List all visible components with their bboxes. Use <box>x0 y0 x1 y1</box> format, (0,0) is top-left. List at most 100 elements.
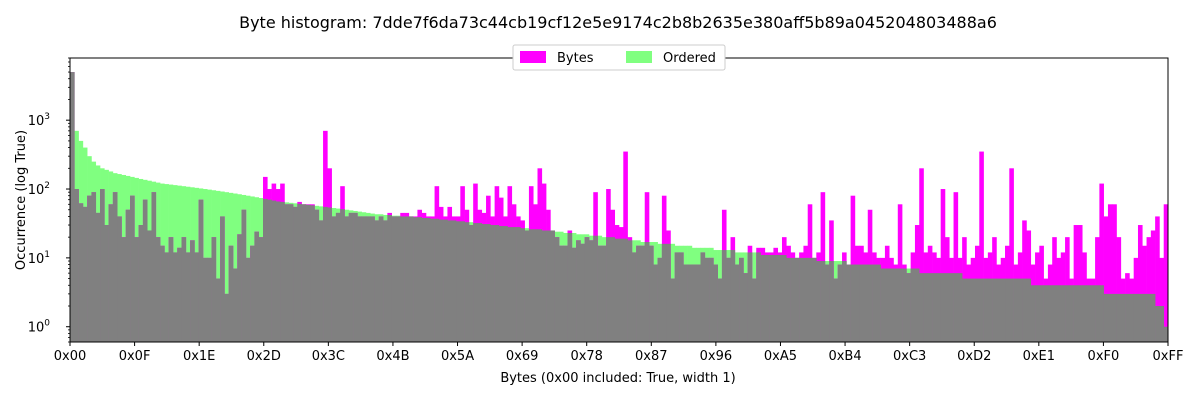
bar-overlap <box>318 220 324 342</box>
bar-overlap <box>1013 278 1019 342</box>
bar-overlap <box>919 273 924 342</box>
bar-overlap <box>940 273 946 342</box>
bar-overlap <box>876 264 881 342</box>
bar-overlap <box>507 227 513 342</box>
bar-overlap <box>460 221 465 342</box>
bar-overlap <box>1026 278 1032 342</box>
bar-overlap <box>288 204 294 342</box>
x-tick-label: 0x00 <box>54 349 87 364</box>
bar-overlap <box>867 264 873 342</box>
bar-overlap <box>854 264 860 342</box>
x-tick-label: 0x5A <box>441 349 474 364</box>
bar-overlap <box>147 230 152 342</box>
bar-overlap <box>280 201 285 342</box>
bar-overlap <box>305 204 311 342</box>
bar-bytes <box>1116 237 1122 342</box>
bar-overlap <box>884 268 890 342</box>
bar-overlap <box>130 195 135 342</box>
bar-overlap <box>601 245 607 342</box>
bar-overlap <box>588 240 594 342</box>
bar-ordered <box>215 190 221 342</box>
bar-overlap <box>619 238 624 342</box>
bar-overlap <box>1120 293 1126 342</box>
bar-overlap <box>644 242 650 342</box>
legend-swatch-ordered <box>626 51 652 63</box>
bar-overlap <box>198 199 204 342</box>
bar-overlap <box>134 237 139 342</box>
bar-overlap <box>610 237 616 342</box>
bar-overlap <box>580 243 585 342</box>
bar-overlap <box>1137 293 1143 342</box>
bar-overlap <box>944 273 950 342</box>
bar-overlap <box>537 229 543 342</box>
bar-overlap <box>1107 293 1113 342</box>
bar-bytes <box>1103 216 1109 342</box>
bar-overlap <box>979 278 984 342</box>
bar-overlap <box>1043 285 1049 342</box>
bar-overlap <box>395 216 401 342</box>
x-tick-label: 0xA5 <box>764 349 797 364</box>
bar-overlap <box>451 220 457 342</box>
bar-overlap <box>228 245 234 342</box>
bar-overlap <box>657 257 663 342</box>
x-tick-label: 0x3C <box>312 349 345 364</box>
bar-overlap <box>842 261 847 342</box>
bar-overlap <box>263 198 268 342</box>
bar-overlap <box>910 268 916 342</box>
legend-swatch-bytes <box>520 51 546 63</box>
bar-overlap <box>335 212 341 342</box>
legend-label-bytes: Bytes <box>557 51 594 66</box>
bar-overlap <box>232 268 238 342</box>
bar-overlap <box>614 238 620 342</box>
bar-overlap <box>576 240 581 342</box>
bar-overlap <box>164 252 169 342</box>
bar-overlap <box>739 257 744 342</box>
bar-overlap <box>258 237 264 342</box>
bar-overlap <box>1116 293 1122 342</box>
bar-ordered <box>224 192 229 342</box>
bar-overlap <box>1159 306 1165 342</box>
bar-overlap <box>597 245 603 342</box>
bar-bytes <box>940 189 946 342</box>
bar-overlap <box>631 252 637 342</box>
bar-overlap <box>121 237 127 342</box>
bar-overlap <box>1009 278 1014 342</box>
bar-overlap <box>155 237 161 342</box>
bar-overlap <box>443 219 448 342</box>
bar-overlap <box>777 255 783 342</box>
bar-overlap <box>1060 285 1066 342</box>
bar-overlap <box>953 273 959 342</box>
bar-overlap <box>983 278 989 342</box>
bar-overlap <box>1095 285 1100 342</box>
bar-overlap <box>95 212 101 342</box>
bar-overlap <box>571 247 577 342</box>
bar-overlap <box>1000 278 1006 342</box>
bar-overlap <box>528 229 534 342</box>
x-tick-label: 0x78 <box>570 349 603 364</box>
bar-bytes <box>953 192 959 342</box>
bar-overlap <box>709 257 714 342</box>
bar-overlap <box>932 273 937 342</box>
bar-overlap <box>781 255 787 342</box>
bar-overlap <box>1112 293 1117 342</box>
bar-overlap <box>533 229 538 342</box>
bar-overlap <box>413 217 418 342</box>
chart-title: Byte histogram: 7dde7f6da73c44cb19cf12e5… <box>239 13 997 32</box>
bar-overlap <box>550 230 555 342</box>
bar-overlap <box>730 250 736 342</box>
bar-overlap <box>172 252 178 342</box>
bar-overlap <box>687 264 693 342</box>
bar-overlap <box>837 264 843 342</box>
bar-overlap <box>970 278 976 342</box>
bar-overlap <box>267 199 272 342</box>
bar-overlap <box>803 257 809 342</box>
bar-overlap <box>558 245 564 342</box>
bar-overlap <box>357 216 362 342</box>
bar-overlap <box>160 245 165 342</box>
bar-overlap <box>215 278 221 342</box>
bar-ordered <box>232 193 238 342</box>
bar-overlap <box>764 255 770 342</box>
bar-overlap <box>125 209 131 342</box>
y-tick-label: 102 <box>28 181 50 198</box>
bar-overlap <box>1082 285 1087 342</box>
